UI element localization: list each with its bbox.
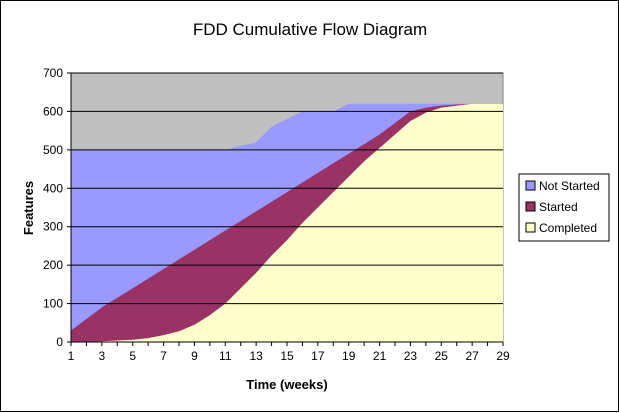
y-tick-label: 700 <box>43 66 63 80</box>
x-tick-label: 1 <box>68 349 75 363</box>
series-areas <box>71 103 503 342</box>
x-tick-label: 3 <box>99 349 106 363</box>
x-axis-label: Time (weeks) <box>246 377 327 392</box>
x-tick-label: 21 <box>373 349 387 363</box>
axes <box>67 72 504 346</box>
area-completed <box>71 103 503 342</box>
y-tick-label: 300 <box>43 220 63 234</box>
x-tick-label: 13 <box>249 349 263 363</box>
legend-swatch-started <box>525 201 536 212</box>
legend-swatch-not-started <box>525 180 536 191</box>
x-tick-label: 7 <box>160 349 167 363</box>
x-tick-label: 15 <box>280 349 294 363</box>
y-tick-label: 500 <box>43 143 63 157</box>
x-tick-label: 25 <box>435 349 449 363</box>
chart-title: FDD Cumulative Flow Diagram <box>193 20 427 39</box>
legend-label-started: Started <box>539 200 578 214</box>
legend-swatch-completed <box>525 222 536 233</box>
x-tick-label: 27 <box>465 349 479 363</box>
x-tick-label: 9 <box>191 349 198 363</box>
x-tick-label: 19 <box>342 349 356 363</box>
x-tick-label: 23 <box>404 349 418 363</box>
x-tick-label: 17 <box>311 349 325 363</box>
legend-label-not-started: Not Started <box>539 179 600 193</box>
y-tick-label: 100 <box>43 297 63 311</box>
y-tick-label: 600 <box>43 104 63 118</box>
y-tick-label: 200 <box>43 258 63 272</box>
gridlines <box>71 72 503 305</box>
legend: Not Started Started Completed <box>518 173 610 242</box>
y-tick-label: 0 <box>56 335 63 349</box>
legend-items: Not Started Started Completed <box>525 179 600 235</box>
y-tick-labels: 0 100 200 300 400 500 600 700 <box>43 66 63 349</box>
x-tick-label: 5 <box>129 349 136 363</box>
y-axis-label: Features <box>21 181 36 235</box>
x-tick-labels: 1 3 5 7 9 11 13 15 17 19 21 23 25 27 29 <box>68 349 510 363</box>
legend-label-completed: Completed <box>539 221 597 235</box>
x-tick-label: 11 <box>219 349 232 363</box>
y-tick-label: 400 <box>43 181 63 195</box>
x-tick-label: 29 <box>496 349 510 363</box>
